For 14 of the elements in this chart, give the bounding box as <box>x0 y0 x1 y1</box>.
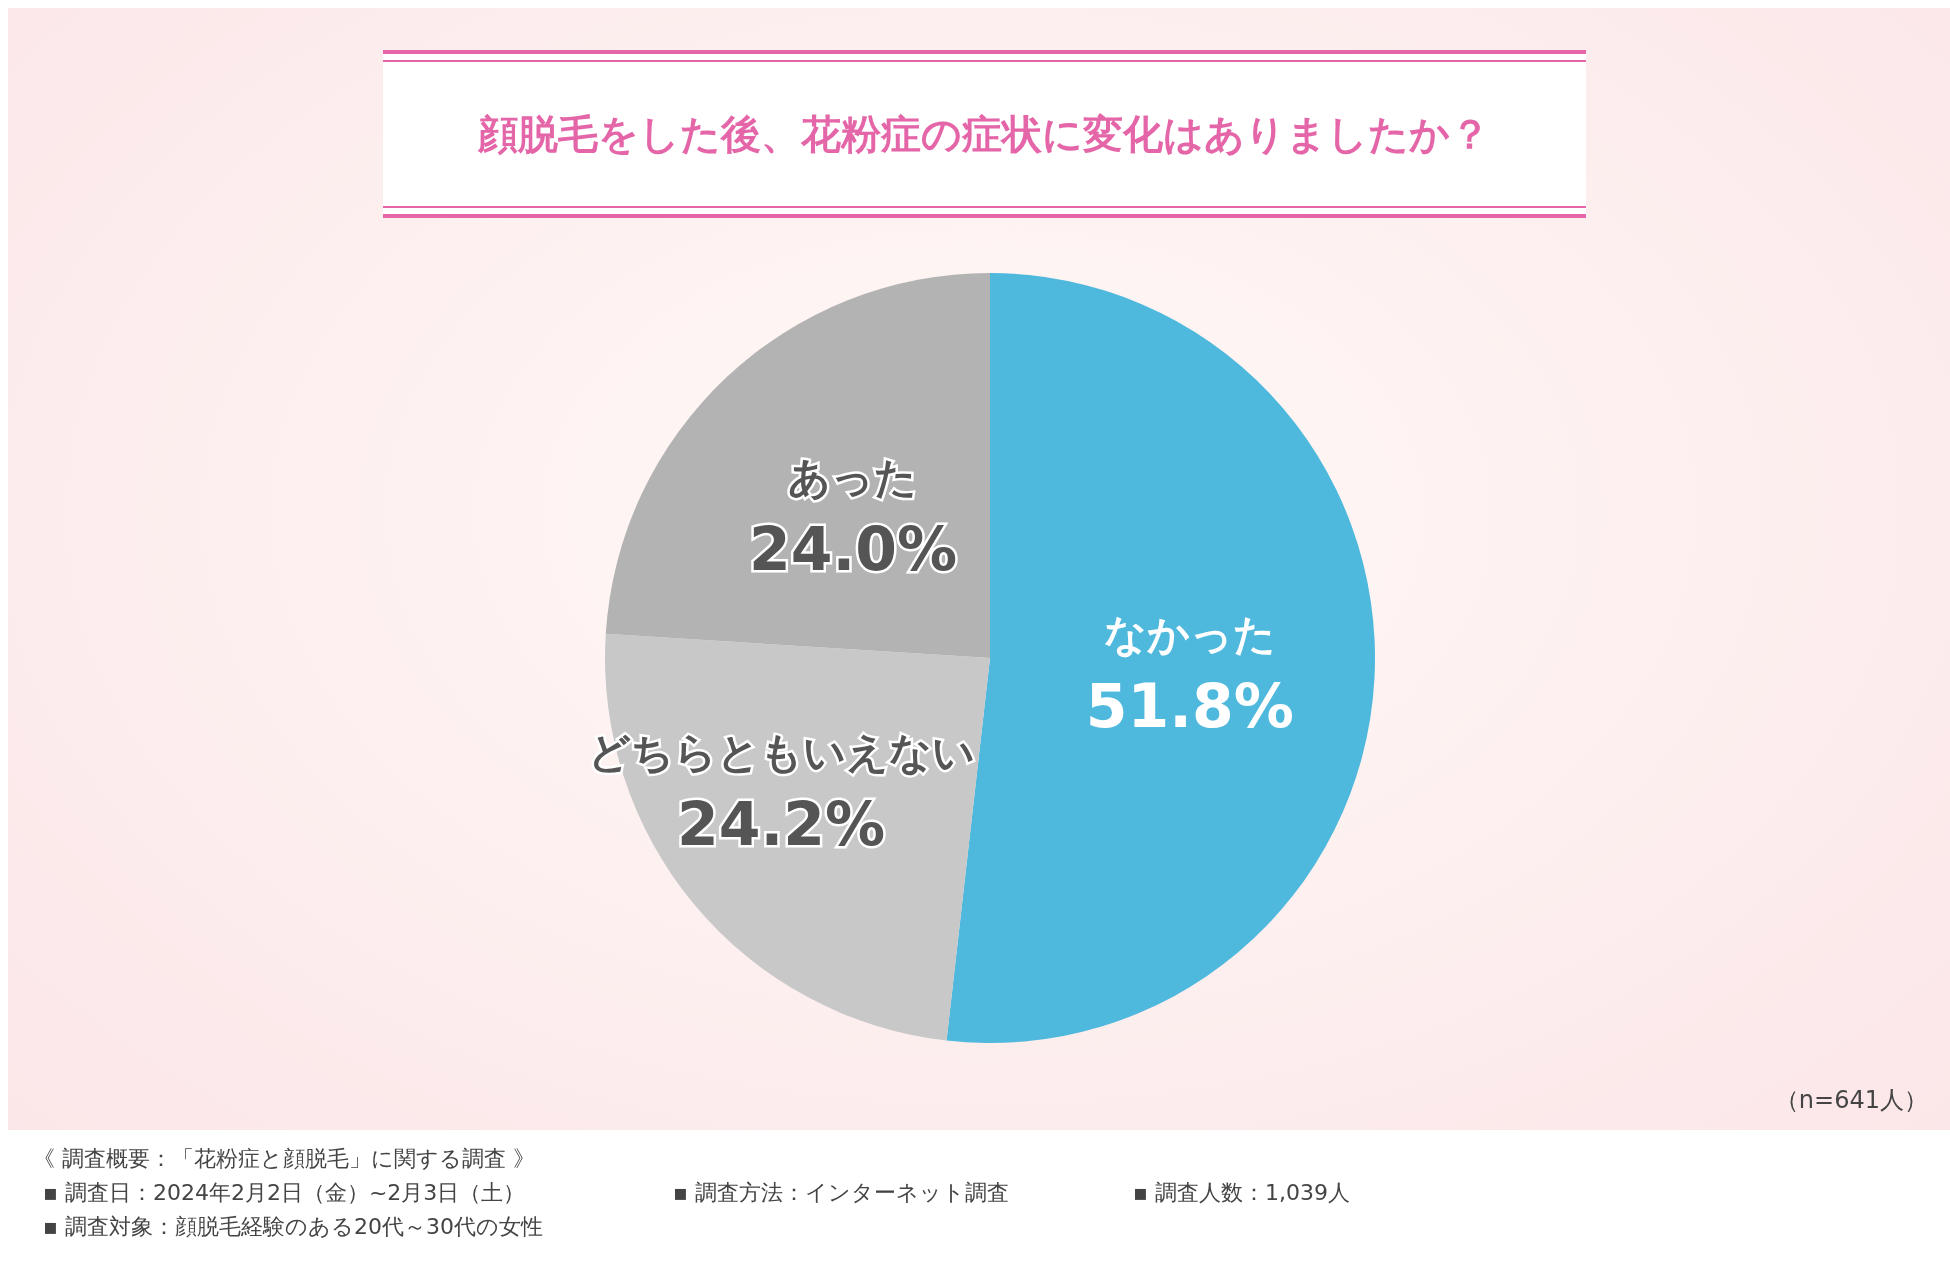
text: ▪ 調査対象：顔脱毛経験のある20代～30代の女性 <box>43 1214 543 1239</box>
pie-slice <box>605 273 990 658</box>
data-label: 24.0% <box>748 514 958 585</box>
slice-label: どちらともいえない <box>587 727 975 777</box>
data-label: 51.8% <box>1085 671 1294 742</box>
text: ▪ 調査日：2024年2月2日（金）~2月3日（土） <box>43 1180 526 1205</box>
data-label: 24.2% <box>676 788 886 859</box>
text: （n=641人） <box>1774 1086 1928 1114</box>
chart-title: 顔脱毛をした後、花粉症の症状に変化はありましたか？ <box>477 111 1490 157</box>
text: ▪ 調査人数：1,039人 <box>1133 1180 1350 1205</box>
text: ▪ 調査方法：インターネット調査 <box>673 1180 1009 1205</box>
slice-label: なかった <box>1103 610 1276 660</box>
slice-label: あった <box>788 453 918 503</box>
text: 《 調査概要：「花粉症と顔脱毛」に関する調査 》 <box>33 1146 535 1171</box>
